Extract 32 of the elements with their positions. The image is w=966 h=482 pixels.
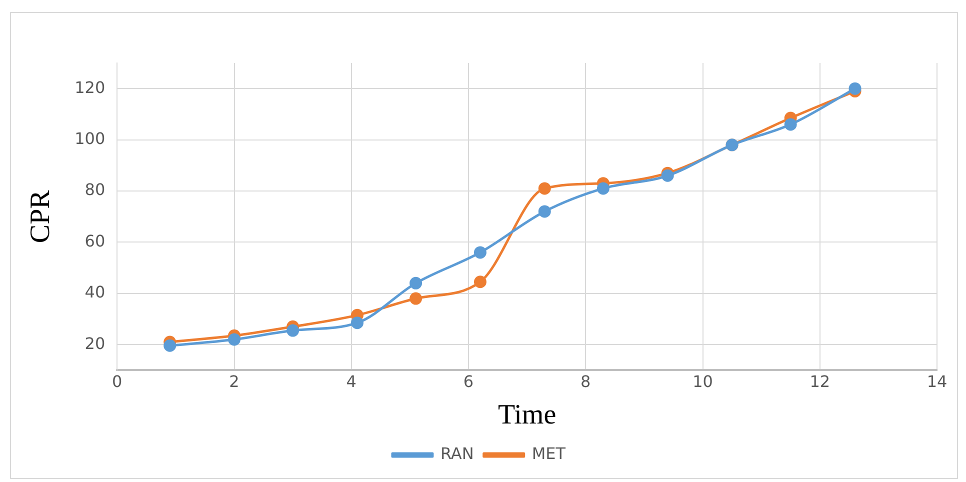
point: [286, 324, 300, 337]
x-tick-label: 2: [229, 372, 240, 391]
y-axis-title: CPR: [25, 190, 56, 244]
point: [474, 276, 486, 288]
x-tick-label: 10: [692, 372, 713, 391]
x-tick-label: 12: [810, 372, 830, 391]
x-tick-label: 4: [346, 372, 356, 391]
y-tick-label: 40: [84, 282, 106, 302]
y-tick-label: 120: [74, 78, 106, 97]
point: [538, 182, 551, 195]
point: [848, 82, 862, 95]
point: [474, 246, 486, 259]
y-tick-label: 80: [84, 180, 106, 200]
point: [410, 292, 422, 305]
point: [596, 182, 610, 195]
x-tick-label: 6: [463, 372, 474, 391]
legend-label: RAN: [440, 444, 474, 464]
x-tick-label: 0: [112, 372, 122, 391]
point: [784, 118, 797, 131]
x-axis-title: Time: [498, 400, 556, 431]
point: [228, 333, 241, 346]
y-tick-label: 60: [84, 231, 106, 250]
y-tick-label: 20: [84, 334, 106, 353]
point: [164, 339, 176, 352]
point: [410, 276, 422, 290]
point: [350, 316, 364, 330]
point: [538, 205, 551, 218]
y-tick-label: 100: [74, 128, 106, 148]
legend-label: MET: [532, 444, 566, 464]
point: [661, 169, 674, 182]
x-tick-label: 14: [926, 372, 948, 391]
x-tick-label: 8: [580, 372, 591, 391]
